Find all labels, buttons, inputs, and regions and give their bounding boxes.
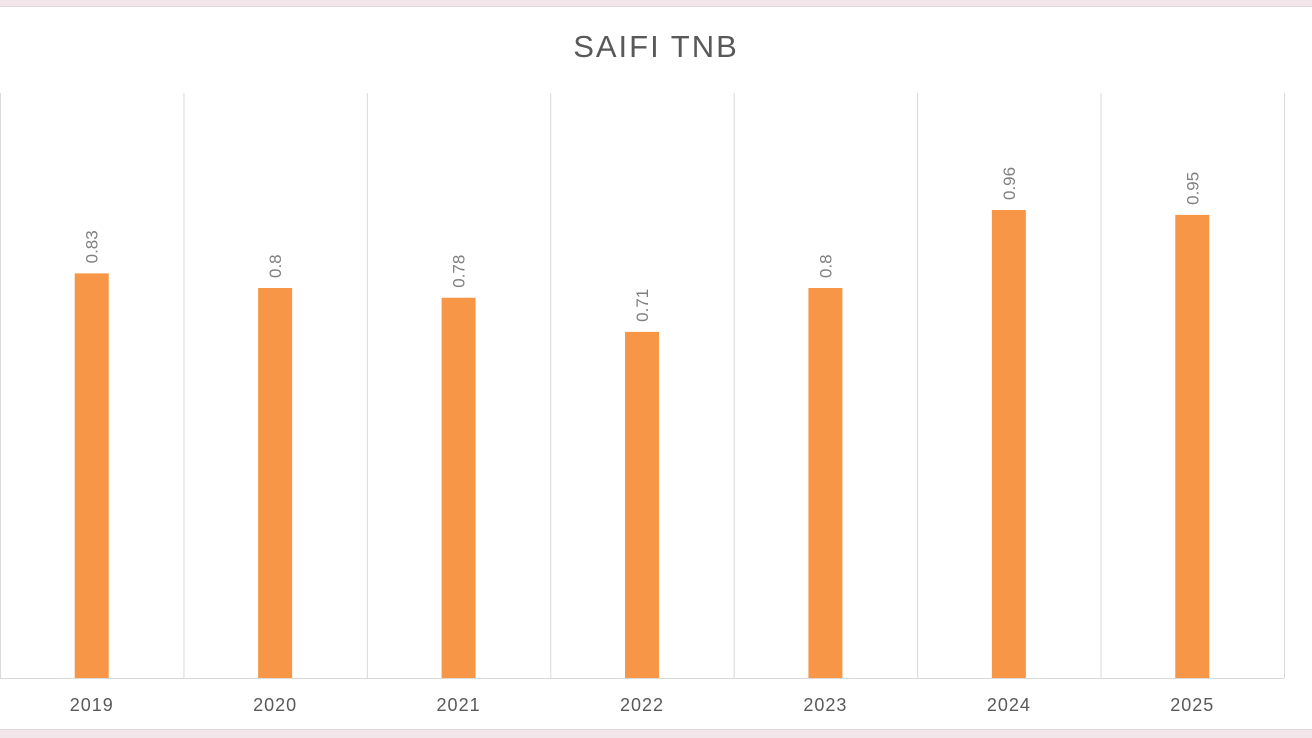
data-label: 0.8 <box>816 254 835 278</box>
x-tick-label: 2023 <box>803 695 847 715</box>
chart-card: SAIFI TNB 0.83 2019 0.8 2020 0.78 2021 0.71 202… <box>0 6 1312 730</box>
data-label: 0.95 <box>1183 172 1202 205</box>
x-tick-label: 2024 <box>987 695 1031 715</box>
chart-title: SAIFI TNB <box>573 29 739 64</box>
bar <box>258 288 293 678</box>
x-tick-label: 2020 <box>253 695 297 715</box>
x-tick-label: 2021 <box>437 695 481 715</box>
data-label: 0.8 <box>266 254 285 278</box>
bar <box>625 331 659 678</box>
bar <box>991 210 1026 678</box>
bar <box>441 297 476 678</box>
data-label: 0.96 <box>1000 167 1019 200</box>
x-tick-label: 2019 <box>70 695 114 715</box>
bar <box>74 273 109 678</box>
data-label: 0.71 <box>633 289 652 322</box>
bar <box>1175 214 1210 678</box>
data-label: 0.78 <box>450 255 469 288</box>
x-tick-label: 2022 <box>620 695 664 715</box>
bar <box>808 288 843 678</box>
data-label: 0.83 <box>83 230 102 263</box>
x-tick-label: 2025 <box>1170 695 1214 715</box>
chart-plot: 0.83 2019 0.8 2020 0.78 2021 0.71 2022 0.8 2023 0.… <box>0 93 1285 715</box>
